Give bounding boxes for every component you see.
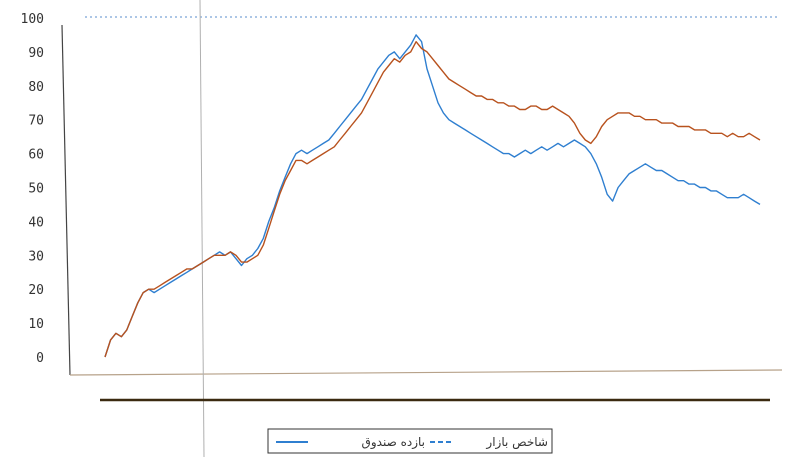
y-tick-label: 70 xyxy=(28,114,44,129)
legend-item-fund-label: بازده صندوق xyxy=(362,435,425,450)
y-axis-line xyxy=(61,24,71,376)
y-tick-labels: 0 10 20 30 40 50 60 70 80 90 100 xyxy=(21,12,44,366)
y-tick-label: 30 xyxy=(28,249,44,264)
series-line-1 xyxy=(104,41,761,358)
legend-box xyxy=(267,428,553,454)
x-axis-line xyxy=(69,369,783,376)
y-tick-label: 20 xyxy=(28,283,44,298)
y-tick-label: 60 xyxy=(28,148,44,163)
y-tick-label: 90 xyxy=(28,46,44,61)
legend: شاخص بازار بازده صندوق xyxy=(267,428,553,454)
y-tick-label: 0 xyxy=(36,351,44,366)
series-line-0 xyxy=(104,34,761,358)
vertical-cursor-line xyxy=(199,0,205,458)
y-tick-label: 80 xyxy=(28,80,44,95)
legend-item-market-label: شاخص بازار xyxy=(485,435,548,450)
series-lines xyxy=(104,34,761,358)
y-tick-label: 100 xyxy=(21,12,44,27)
y-tick-label: 50 xyxy=(28,182,44,197)
y-tick-label: 40 xyxy=(28,215,44,230)
y-tick-label: 10 xyxy=(28,317,44,332)
